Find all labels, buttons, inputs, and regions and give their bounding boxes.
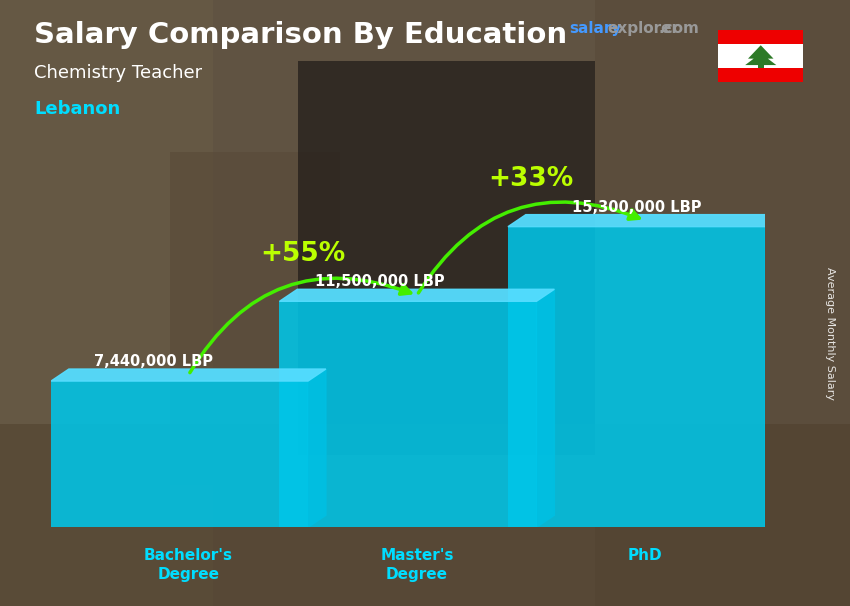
Text: 7,440,000 LBP: 7,440,000 LBP	[94, 354, 212, 369]
Bar	[0, 424, 850, 606]
Polygon shape	[51, 369, 326, 381]
Polygon shape	[280, 289, 554, 301]
Text: Chemistry Teacher: Chemistry Teacher	[34, 64, 202, 82]
Text: Salary Comparison By Education: Salary Comparison By Education	[34, 21, 567, 49]
Bar	[0, 0, 212, 606]
Bar	[51, 381, 308, 527]
Text: Average Monthly Salary: Average Monthly Salary	[824, 267, 835, 400]
FancyArrowPatch shape	[190, 278, 411, 373]
Bar	[280, 301, 536, 527]
Bar	[718, 68, 803, 82]
Text: Master's
Degree: Master's Degree	[380, 548, 454, 582]
Bar	[758, 65, 763, 68]
FancyArrowPatch shape	[418, 202, 639, 293]
Bar	[508, 227, 765, 527]
Text: Lebanon: Lebanon	[34, 100, 120, 118]
Text: 11,500,000 LBP: 11,500,000 LBP	[315, 275, 445, 289]
Polygon shape	[765, 215, 783, 527]
Bar	[595, 0, 850, 606]
Text: .com: .com	[659, 21, 700, 36]
Text: +33%: +33%	[489, 167, 574, 192]
Polygon shape	[536, 289, 554, 527]
Polygon shape	[508, 215, 783, 227]
Bar	[718, 44, 803, 68]
Text: 15,300,000 LBP: 15,300,000 LBP	[572, 199, 702, 215]
Bar	[298, 61, 595, 455]
Bar	[170, 152, 340, 485]
Text: explorer: explorer	[607, 21, 679, 36]
Bar	[718, 30, 803, 44]
Text: PhD: PhD	[628, 548, 663, 563]
Text: Bachelor's
Degree: Bachelor's Degree	[144, 548, 233, 582]
Polygon shape	[745, 45, 776, 65]
Text: +55%: +55%	[260, 241, 345, 267]
Polygon shape	[308, 369, 326, 527]
Text: salary: salary	[570, 21, 622, 36]
